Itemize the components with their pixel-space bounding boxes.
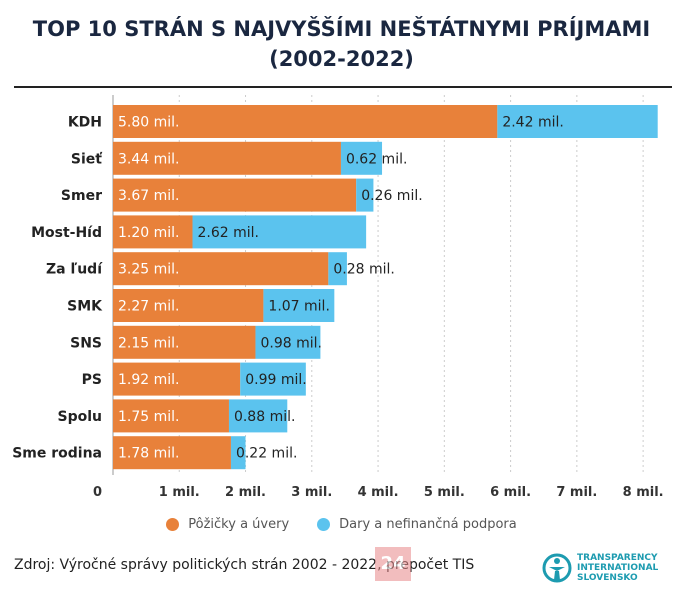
bar-kdh-series-1 bbox=[497, 105, 658, 138]
x-tick-label-4: 4 mil. bbox=[358, 485, 399, 500]
x-tick-label-5: 5 mil. bbox=[424, 485, 465, 500]
transparency-international-logo: TRANSPARENCY INTERNATIONAL SLOVENSKO bbox=[542, 553, 658, 583]
x-tick-label-1: 1 mil. bbox=[159, 485, 200, 500]
data-label-smk-series-0: 2.27 mil. bbox=[118, 299, 180, 315]
data-label-spolu-series-1: 0.88 mil. bbox=[234, 409, 296, 425]
legend-label-donations: Dary a nefinančná podpora bbox=[339, 517, 517, 532]
title-line-2: (2002-2022) bbox=[269, 47, 414, 71]
ti-logo-line-2: INTERNATIONAL bbox=[577, 563, 659, 573]
title-line-1: TOP 10 STRÁN S NAJVYŠŠÍMI NEŠTÁTNYMI PRÍ… bbox=[32, 17, 651, 41]
watermark-logo-24: 24 bbox=[375, 547, 411, 581]
data-label-spolu-series-0: 1.75 mil. bbox=[118, 409, 180, 425]
x-tick-label-8: 8 mil. bbox=[623, 485, 664, 500]
bar-smer-series-1 bbox=[356, 178, 374, 212]
x-tick-label-2: 2 mil. bbox=[225, 485, 266, 500]
x-tick-label-3: 3 mil. bbox=[291, 485, 332, 500]
x-tick-label-7: 7 mil. bbox=[556, 485, 597, 500]
data-label-sns-series-0: 2.15 mil. bbox=[118, 335, 180, 351]
data-label-sme-rodina-series-1: 0.22 mil. bbox=[236, 446, 298, 462]
bar-smer-series-0 bbox=[113, 178, 357, 212]
bar-smk-series-1 bbox=[263, 289, 335, 322]
category-label-smk: SMK bbox=[67, 299, 103, 315]
legend-label-loans: Pôžičky a úvery bbox=[188, 517, 290, 532]
data-label-most-h-d-series-1: 2.62 mil. bbox=[198, 225, 260, 241]
category-label-kdh: KDH bbox=[68, 115, 102, 131]
data-label-smer-series-0: 3.67 mil. bbox=[118, 188, 180, 204]
data-label-sie--series-1: 0.62 mil. bbox=[346, 151, 408, 167]
title-divider bbox=[14, 86, 672, 88]
bar-za-ud--series-1 bbox=[328, 252, 347, 286]
bar-sie--series-1 bbox=[340, 141, 383, 175]
data-label-kdh-series-1: 2.42 mil. bbox=[502, 115, 564, 131]
bar-sme-rodina-series-0 bbox=[113, 436, 231, 470]
bar-kdh-series-0 bbox=[113, 105, 498, 138]
bar-ps-series-1 bbox=[240, 362, 306, 396]
bar-sme-rodina-series-1 bbox=[230, 436, 246, 470]
data-label-za-ud--series-0: 3.25 mil. bbox=[118, 262, 180, 278]
bar-most-h-d-series-0 bbox=[113, 215, 193, 249]
legend: Pôžičky a úvery Dary a nefinančná podpor… bbox=[0, 517, 683, 532]
bar-sie--series-0 bbox=[113, 141, 341, 175]
stacked-bar-chart: KDH 5.80 mil. 2.42 mil. Sieť 3.44 mil. 0.62 m… bbox=[12, 95, 664, 500]
data-label-kdh-series-0: 5.80 mil. bbox=[118, 115, 180, 131]
bar-spolu-series-1 bbox=[228, 399, 288, 433]
data-label-sme-rodina-series-0: 1.78 mil. bbox=[118, 446, 180, 462]
data-label-ps-series-1: 0.99 mil. bbox=[245, 372, 307, 388]
bar-smk-series-0 bbox=[113, 289, 264, 322]
category-label-most-h-d: Most-Híd bbox=[31, 225, 102, 241]
data-label-most-h-d-series-0: 1.20 mil. bbox=[118, 225, 180, 241]
source-note: Zdroj: Výročné správy politických strán … bbox=[14, 557, 475, 573]
category-label-sie-: Sieť bbox=[71, 151, 103, 167]
category-label-smer: Smer bbox=[61, 188, 102, 204]
category-label-ps: PS bbox=[82, 372, 102, 388]
legend-item-donations[interactable]: Dary a nefinančná podpora bbox=[317, 517, 517, 532]
legend-swatch-donations bbox=[317, 518, 331, 531]
category-label-za-ud-: Za ľudí bbox=[46, 262, 103, 278]
data-label-ps-series-0: 1.92 mil. bbox=[118, 372, 180, 388]
ti-logo-line-3: SLOVENSKO bbox=[577, 573, 638, 583]
chart-title: TOP 10 STRÁN S NAJVYŠŠÍMI NEŠTÁTNYMI PRÍ… bbox=[0, 14, 683, 74]
data-label-sie--series-0: 3.44 mil. bbox=[118, 151, 180, 167]
legend-swatch-loans bbox=[166, 518, 180, 531]
bar-most-h-d-series-1 bbox=[192, 215, 367, 249]
x-tick-label-0: 0 bbox=[93, 485, 102, 500]
bar-spolu-series-0 bbox=[113, 399, 229, 433]
data-label-smk-series-1: 1.07 mil. bbox=[268, 299, 330, 315]
data-label-za-ud--series-1: 0.28 mil. bbox=[333, 262, 395, 278]
bar-sns-series-1 bbox=[255, 325, 321, 359]
legend-item-loans[interactable]: Pôžičky a úvery bbox=[166, 517, 289, 532]
category-label-sns: SNS bbox=[70, 335, 102, 351]
bar-ps-series-0 bbox=[113, 362, 241, 396]
data-label-smer-series-1: 0.26 mil. bbox=[361, 188, 423, 204]
data-label-sns-series-1: 0.98 mil. bbox=[260, 335, 322, 351]
category-label-sme-rodina: Sme rodina bbox=[12, 446, 102, 462]
bar-sns-series-0 bbox=[113, 325, 256, 359]
ti-logo-icon bbox=[542, 553, 572, 583]
ti-logo-line-1: TRANSPARENCY bbox=[577, 553, 658, 563]
x-tick-label-6: 6 mil. bbox=[490, 485, 531, 500]
bar-za-ud--series-0 bbox=[113, 252, 329, 286]
category-label-spolu: Spolu bbox=[58, 409, 103, 425]
